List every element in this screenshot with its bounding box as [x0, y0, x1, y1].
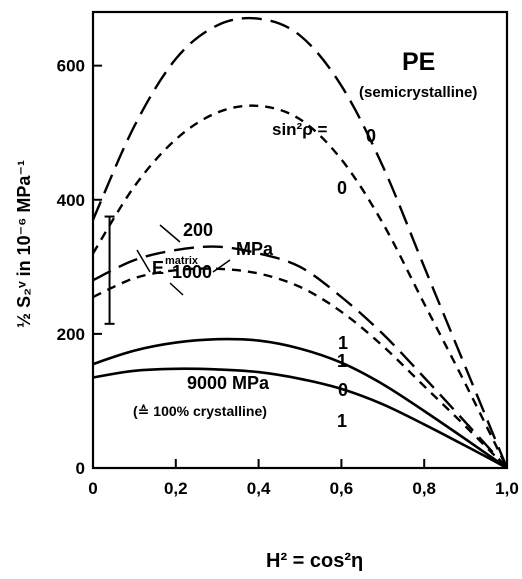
error-bar	[104, 215, 115, 325]
x-tick-label: 0,8	[412, 479, 436, 498]
curve-label-1-a: 1	[338, 333, 348, 353]
ematrix-label: Ematrix	[152, 255, 199, 278]
x-axis-label: H² = cos²η	[266, 550, 363, 572]
plot-frame	[91, 10, 509, 470]
ematrix-mpa-label: MPa	[236, 239, 274, 259]
x-tick-label: 0	[88, 479, 97, 498]
crystalline-label: (≙ 100% crystalline)	[133, 403, 267, 419]
x-tick-label: 0,4	[247, 479, 271, 498]
x-tick-label: 0,2	[164, 479, 188, 498]
curve-label-0-top: 0	[366, 126, 376, 146]
chart-subtitle: (semicrystalline)	[359, 84, 477, 101]
y-tick-label: 400	[57, 191, 85, 210]
series-line-6	[92, 367, 508, 470]
leader-200	[159, 224, 181, 243]
curve-label-0-low: 0	[338, 380, 348, 400]
series-layer	[91, 16, 509, 470]
series-line-2	[91, 104, 509, 469]
ematrix-base: E	[152, 258, 164, 278]
ematrix-200-label: 200	[183, 220, 213, 240]
leader-ematrix	[136, 249, 151, 273]
y-tick-label: 0	[76, 459, 85, 478]
axis-ticks: 0 0,2 0,4 0,6 0,8 1,0 0 200 400 600	[57, 57, 519, 498]
series-line-5	[92, 337, 508, 470]
chart-title: PE	[402, 48, 435, 76]
series-line-1	[91, 16, 509, 469]
leader-mpa	[212, 259, 231, 273]
x-tick-label: 0,6	[330, 479, 354, 498]
y-axis-label: ½ S₂ᵛ in 10⁻⁶ MPa⁻¹	[14, 160, 34, 328]
y-tick-label: 600	[57, 57, 85, 76]
e9000-label: 9000 MPa	[187, 373, 270, 393]
series-line-4	[92, 267, 508, 469]
label-leaders	[136, 224, 231, 296]
ematrix-superscript: matrix	[165, 255, 199, 267]
curve-label-1-low: 1	[337, 411, 347, 431]
curve-label-1-b: 1	[337, 351, 347, 371]
y-tick-label: 200	[57, 325, 85, 344]
ematrix-1000-label: 1000	[172, 262, 212, 282]
curve-label-0-mid: 0	[337, 178, 347, 198]
leader-1000	[169, 282, 184, 296]
series-line-3	[92, 245, 508, 469]
sin2-rho-label: sin²ρ =	[272, 120, 327, 139]
x-tick-label: 1,0	[495, 479, 519, 498]
